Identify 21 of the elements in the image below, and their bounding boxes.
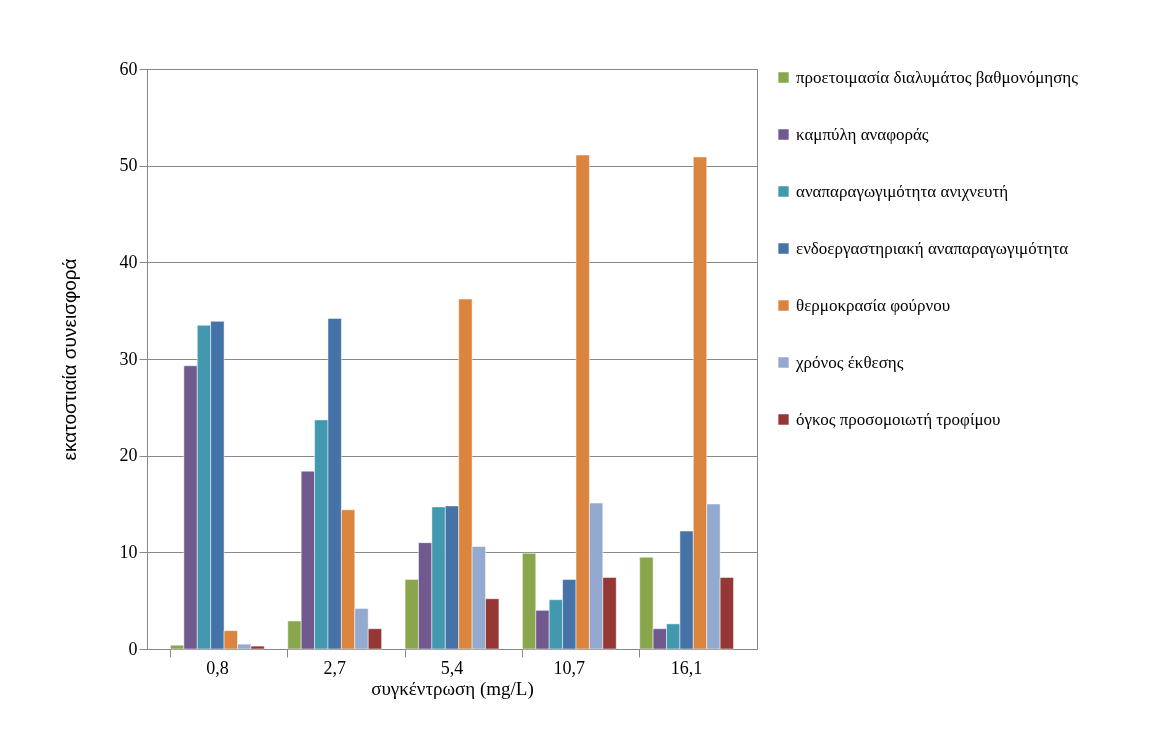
legend-label: αναπαραγωγιμότητα ανιχνευτή	[796, 181, 1009, 201]
legend-label: θερμοκρασία φούρνου	[796, 295, 951, 315]
y-tick-label: 0	[128, 638, 138, 659]
y-tick-label: 20	[119, 445, 138, 466]
x-tick-label: 5,4	[440, 657, 464, 678]
y-tick-label: 30	[119, 348, 138, 369]
legend-label: προετοιμασία διαλυμάτος βαθμονόμησης	[796, 67, 1079, 87]
y-tick-label: 40	[119, 251, 138, 272]
x-tick-label: 10,7	[553, 657, 586, 678]
legend-label: όγκος προσομοιωτή τροφίμου	[796, 409, 1001, 429]
legend-label: καμπύλη αναφοράς	[796, 124, 929, 144]
y-tick-label: 50	[119, 155, 138, 176]
y-tick-label: 10	[119, 541, 138, 562]
x-tick-label: 2,7	[323, 657, 346, 678]
x-tick-label: 0,8	[206, 657, 229, 678]
y-tick-label: 60	[119, 58, 138, 79]
x-axis-title: συγκέντρωση (mg/L)	[371, 677, 534, 700]
x-tick-label: 16,1	[670, 657, 703, 678]
legend-label: χρόνος έκθεσης	[795, 352, 904, 372]
legend-label: ενδοεργαστηριακή αναπαραγωγιμότητα	[796, 238, 1069, 258]
y-axis-title: εκατοστιαία συνεισφορά	[58, 258, 80, 461]
